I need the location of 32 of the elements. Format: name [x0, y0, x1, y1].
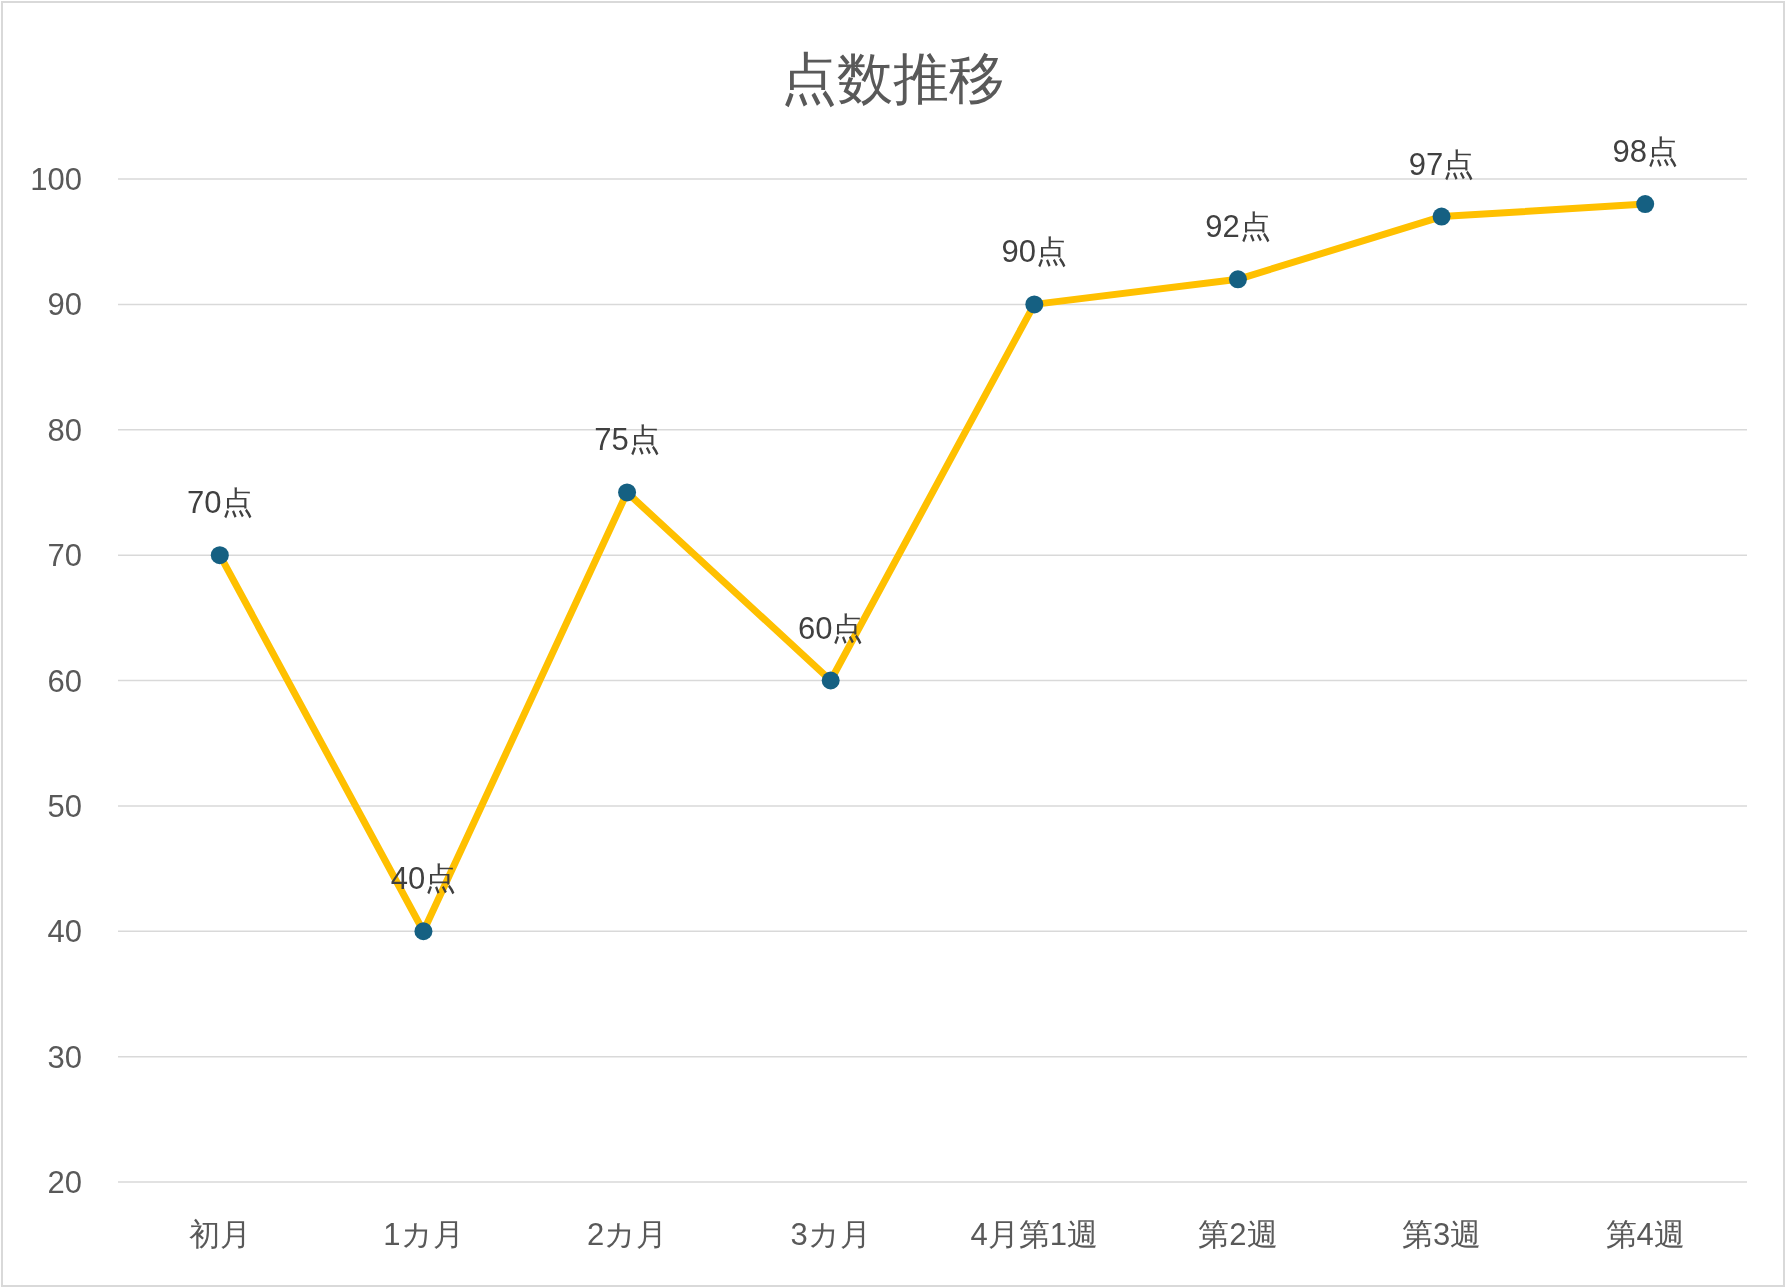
x-tick-label: 1カ月: [383, 1217, 464, 1252]
y-tick-label: 30: [47, 1039, 82, 1075]
point: [618, 483, 637, 502]
point: [1025, 295, 1044, 314]
y-tick-label: 20: [47, 1165, 82, 1200]
point: [821, 671, 840, 690]
point: [210, 546, 229, 565]
point: [1228, 270, 1247, 289]
point: [1432, 207, 1451, 226]
x-tick-label: 2カ月: [586, 1217, 668, 1252]
data-label: 98点: [1612, 134, 1678, 170]
y-tick-label: 70: [47, 538, 82, 574]
x-tick-label: 第3週: [1401, 1217, 1482, 1252]
y-tick-label: 60: [47, 663, 82, 699]
x-tick-label: 第2週: [1198, 1217, 1278, 1252]
y-tick-label: 90: [47, 287, 82, 323]
x-tick-label: 4月第1週: [970, 1217, 1099, 1252]
point: [414, 922, 433, 941]
data-label: 97点: [1408, 146, 1475, 182]
y-tick-label: 80: [47, 412, 82, 448]
y-tick-label: 50: [47, 788, 82, 824]
x-tick-label: 初月: [188, 1217, 251, 1252]
data-label: 75点: [594, 422, 660, 458]
title: 点数推移: [781, 47, 1005, 110]
y-tick-label: 100: [30, 162, 82, 197]
data-label: 90点: [1001, 234, 1068, 270]
data-label: 70点: [187, 485, 253, 521]
point: [1636, 195, 1655, 214]
x-tick-label: 3カ月: [790, 1217, 871, 1252]
x-tick-label: 第4週: [1605, 1217, 1685, 1252]
data-label: 92点: [1205, 209, 1271, 245]
y-tick-label: 40: [47, 914, 82, 950]
